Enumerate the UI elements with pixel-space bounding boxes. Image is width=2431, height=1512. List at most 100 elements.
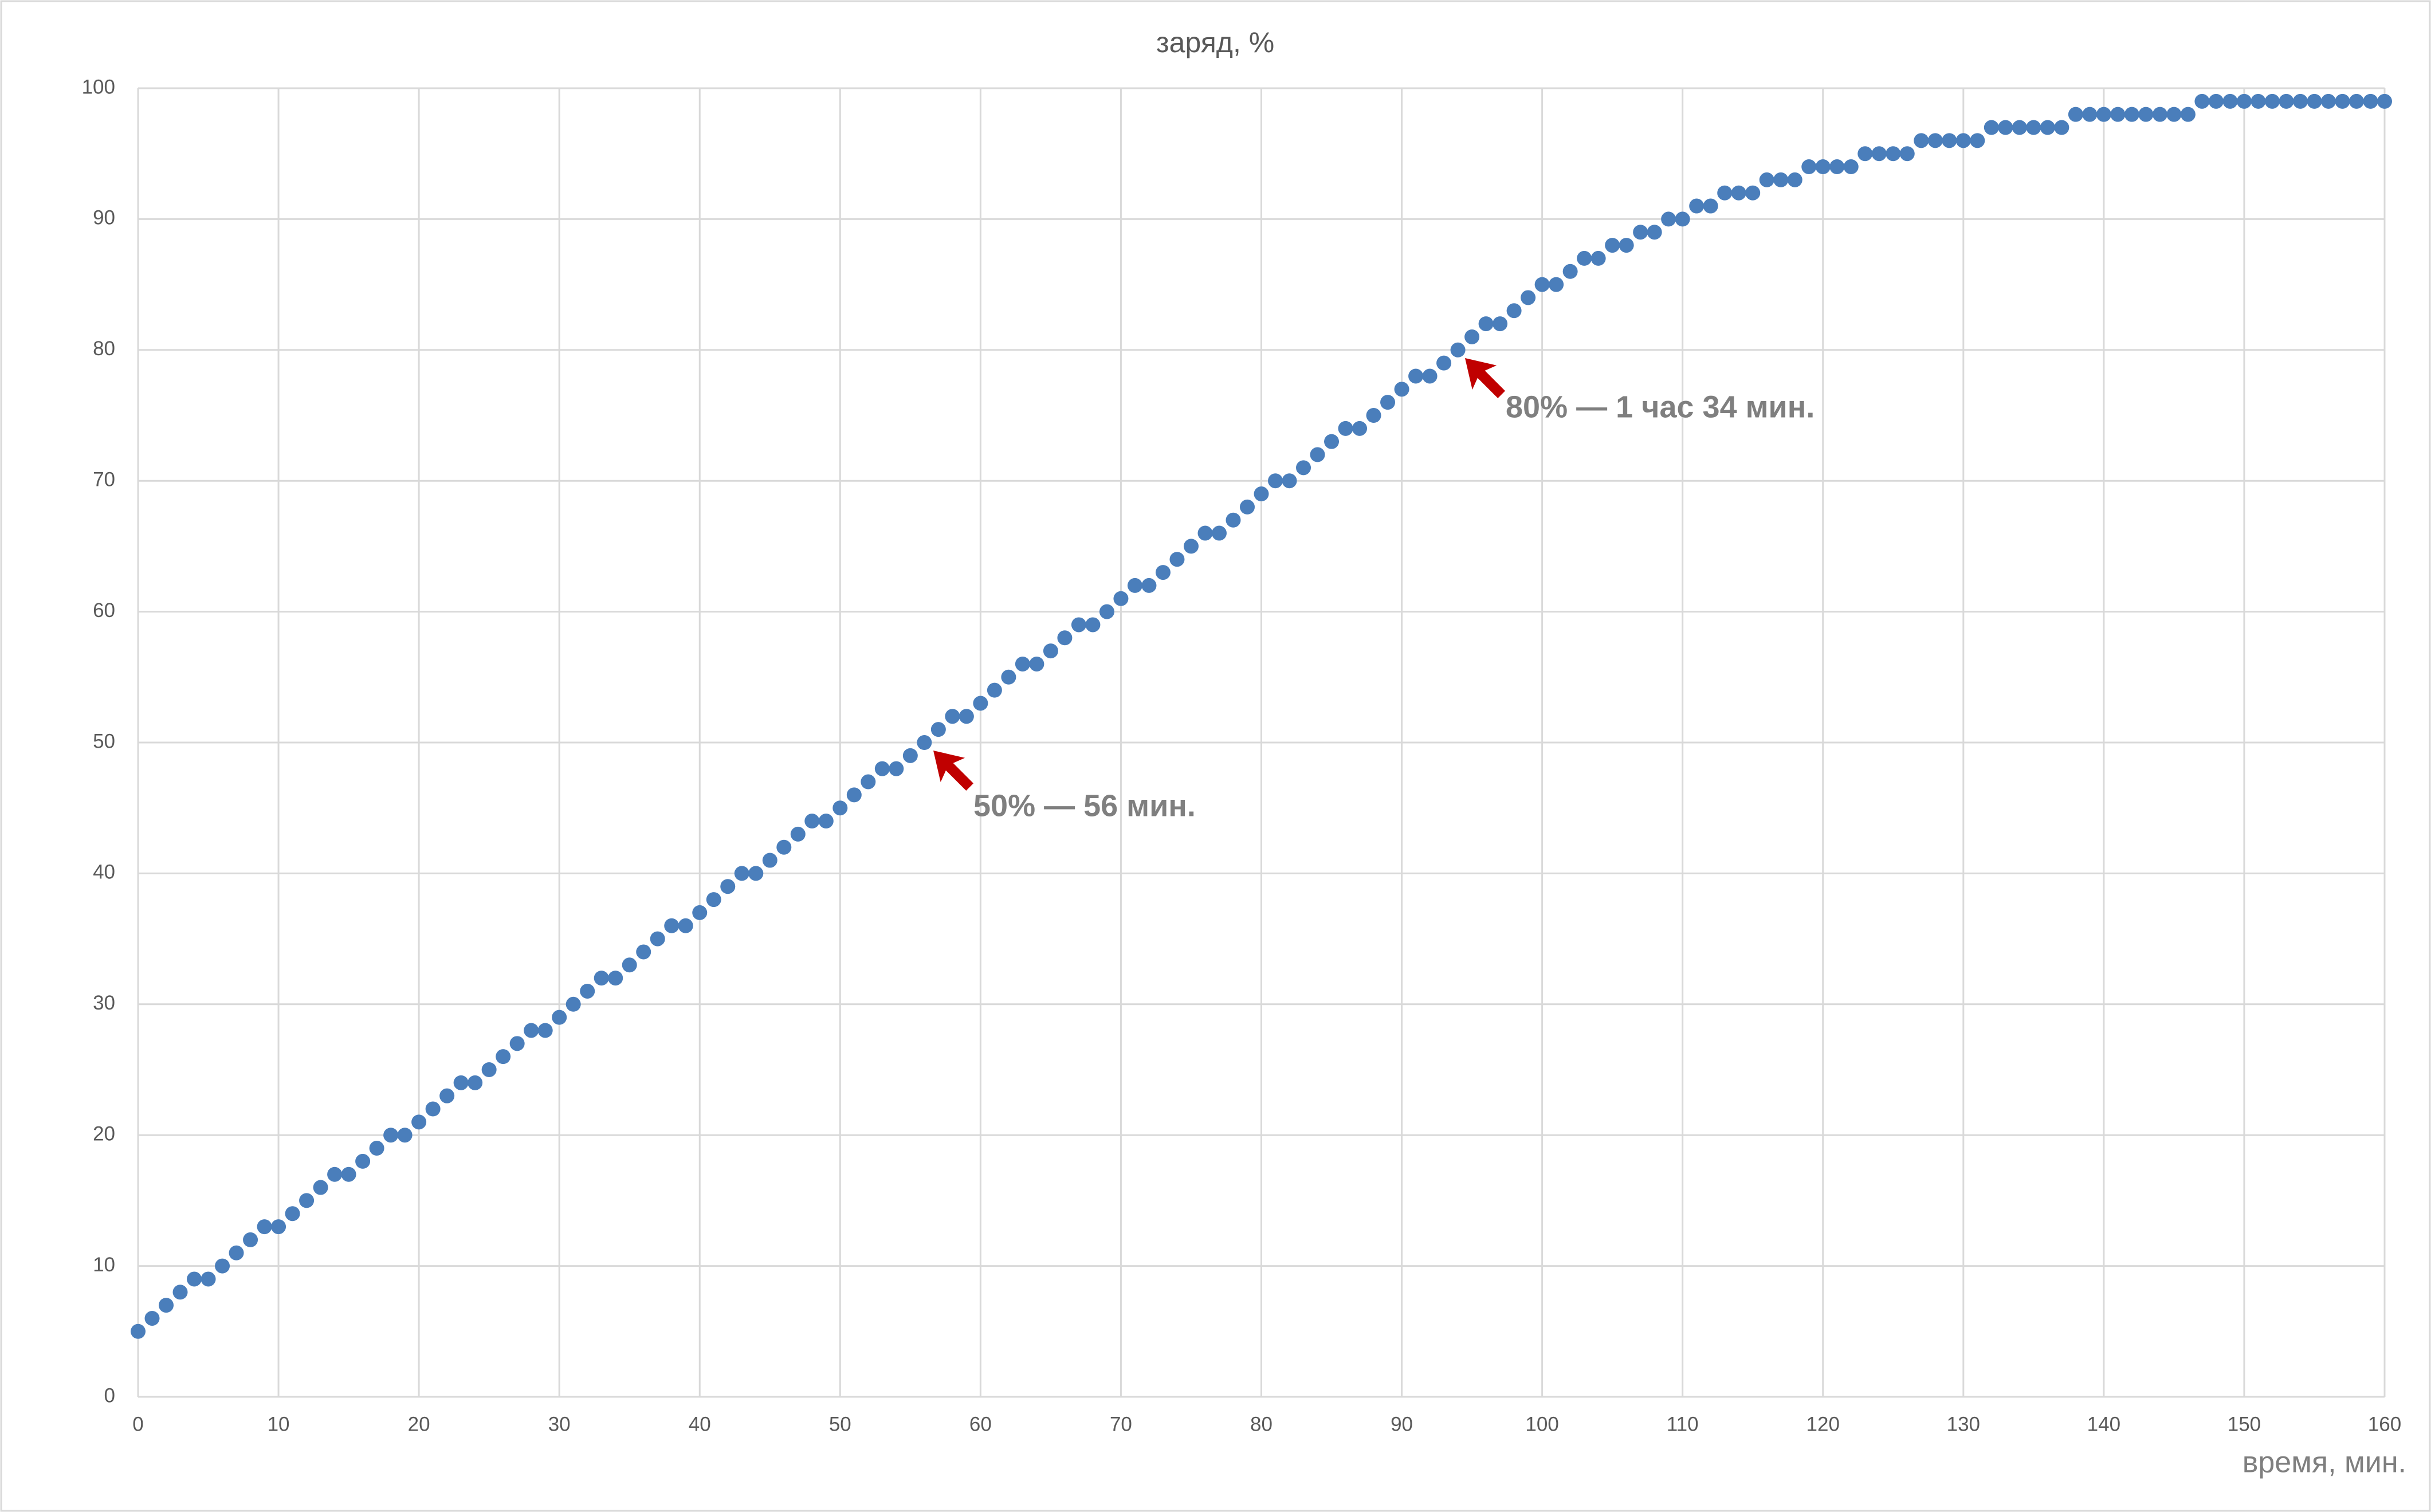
point bbox=[636, 944, 651, 960]
point bbox=[2180, 107, 2196, 122]
x-tick-label: 150 bbox=[2228, 1413, 2261, 1435]
x-tick-label: 80 bbox=[1250, 1413, 1273, 1435]
point bbox=[861, 774, 876, 790]
point bbox=[1268, 473, 1283, 489]
point bbox=[720, 879, 736, 894]
point bbox=[1927, 133, 1943, 148]
point bbox=[1647, 225, 1662, 240]
point bbox=[1534, 277, 1550, 292]
y-tick-label: 100 bbox=[82, 76, 115, 98]
point bbox=[1745, 185, 1761, 201]
point bbox=[131, 1324, 146, 1339]
y-tick-label: 0 bbox=[104, 1384, 115, 1407]
point bbox=[762, 853, 777, 868]
point bbox=[439, 1088, 455, 1103]
point bbox=[2222, 93, 2238, 109]
point bbox=[706, 892, 721, 908]
point bbox=[1169, 552, 1185, 567]
point bbox=[1422, 368, 1438, 384]
point bbox=[201, 1271, 216, 1287]
point bbox=[327, 1167, 343, 1182]
point bbox=[1829, 159, 1845, 175]
point bbox=[748, 866, 764, 881]
point bbox=[1015, 656, 1030, 671]
point bbox=[1310, 447, 1325, 462]
point bbox=[1099, 604, 1114, 619]
x-tick-label: 130 bbox=[1947, 1413, 1980, 1435]
point bbox=[2082, 107, 2098, 122]
grid bbox=[137, 87, 2386, 1398]
point bbox=[2166, 107, 2182, 122]
point bbox=[1886, 146, 1901, 162]
point bbox=[678, 918, 693, 933]
x-tick-label: 90 bbox=[1391, 1413, 1413, 1435]
point bbox=[1843, 159, 1859, 175]
point bbox=[271, 1219, 286, 1235]
point bbox=[2348, 93, 2364, 109]
point bbox=[650, 931, 665, 947]
point bbox=[1001, 669, 1016, 685]
point bbox=[1197, 525, 1213, 541]
point bbox=[565, 996, 581, 1012]
point bbox=[1506, 303, 1522, 319]
point bbox=[2096, 107, 2111, 122]
point bbox=[1464, 329, 1480, 344]
point bbox=[285, 1206, 300, 1222]
point bbox=[846, 787, 862, 803]
y-tick-label: 40 bbox=[93, 861, 115, 883]
point bbox=[608, 971, 623, 986]
point bbox=[1211, 525, 1227, 541]
point bbox=[889, 761, 904, 776]
x-axis-label: время, мин. bbox=[2243, 1446, 2406, 1479]
y-tick-label: 80 bbox=[93, 337, 115, 360]
point bbox=[524, 1023, 539, 1038]
point bbox=[1394, 382, 1409, 397]
point bbox=[369, 1141, 384, 1156]
x-tick-label: 50 bbox=[829, 1413, 851, 1435]
point bbox=[1029, 656, 1044, 671]
y-tick-label: 50 bbox=[93, 730, 115, 752]
point bbox=[1871, 146, 1887, 162]
point bbox=[818, 814, 834, 829]
point bbox=[509, 1036, 525, 1051]
point bbox=[594, 971, 609, 986]
point bbox=[1857, 146, 1873, 162]
point bbox=[1282, 473, 1297, 489]
point bbox=[776, 839, 792, 855]
point bbox=[1226, 512, 1241, 528]
point bbox=[1239, 499, 1255, 515]
point bbox=[1043, 643, 1058, 659]
point bbox=[1703, 198, 1718, 214]
point bbox=[1408, 368, 1424, 384]
x-tick-label: 10 bbox=[268, 1413, 290, 1435]
point bbox=[1731, 185, 1746, 201]
arrow bbox=[1465, 358, 1506, 399]
point bbox=[1478, 316, 1494, 332]
point bbox=[1493, 316, 1508, 332]
point bbox=[1914, 133, 1929, 148]
point bbox=[1759, 172, 1774, 187]
point bbox=[1436, 355, 1452, 371]
point bbox=[580, 983, 595, 999]
point bbox=[874, 761, 890, 776]
point bbox=[313, 1180, 328, 1195]
point bbox=[1899, 146, 1915, 162]
point bbox=[2279, 93, 2294, 109]
point bbox=[917, 735, 932, 750]
point bbox=[341, 1167, 356, 1182]
x-tick-label: 60 bbox=[969, 1413, 992, 1435]
point bbox=[1562, 264, 1578, 279]
point bbox=[397, 1128, 413, 1143]
point bbox=[159, 1298, 174, 1313]
point bbox=[2054, 120, 2069, 135]
point bbox=[1380, 395, 1396, 410]
point bbox=[2236, 93, 2252, 109]
point bbox=[2363, 93, 2378, 109]
point bbox=[496, 1049, 511, 1065]
arrow-shape bbox=[1465, 358, 1506, 399]
point bbox=[1352, 421, 1368, 436]
x-tick-label: 70 bbox=[1110, 1413, 1132, 1435]
point bbox=[1815, 159, 1831, 175]
